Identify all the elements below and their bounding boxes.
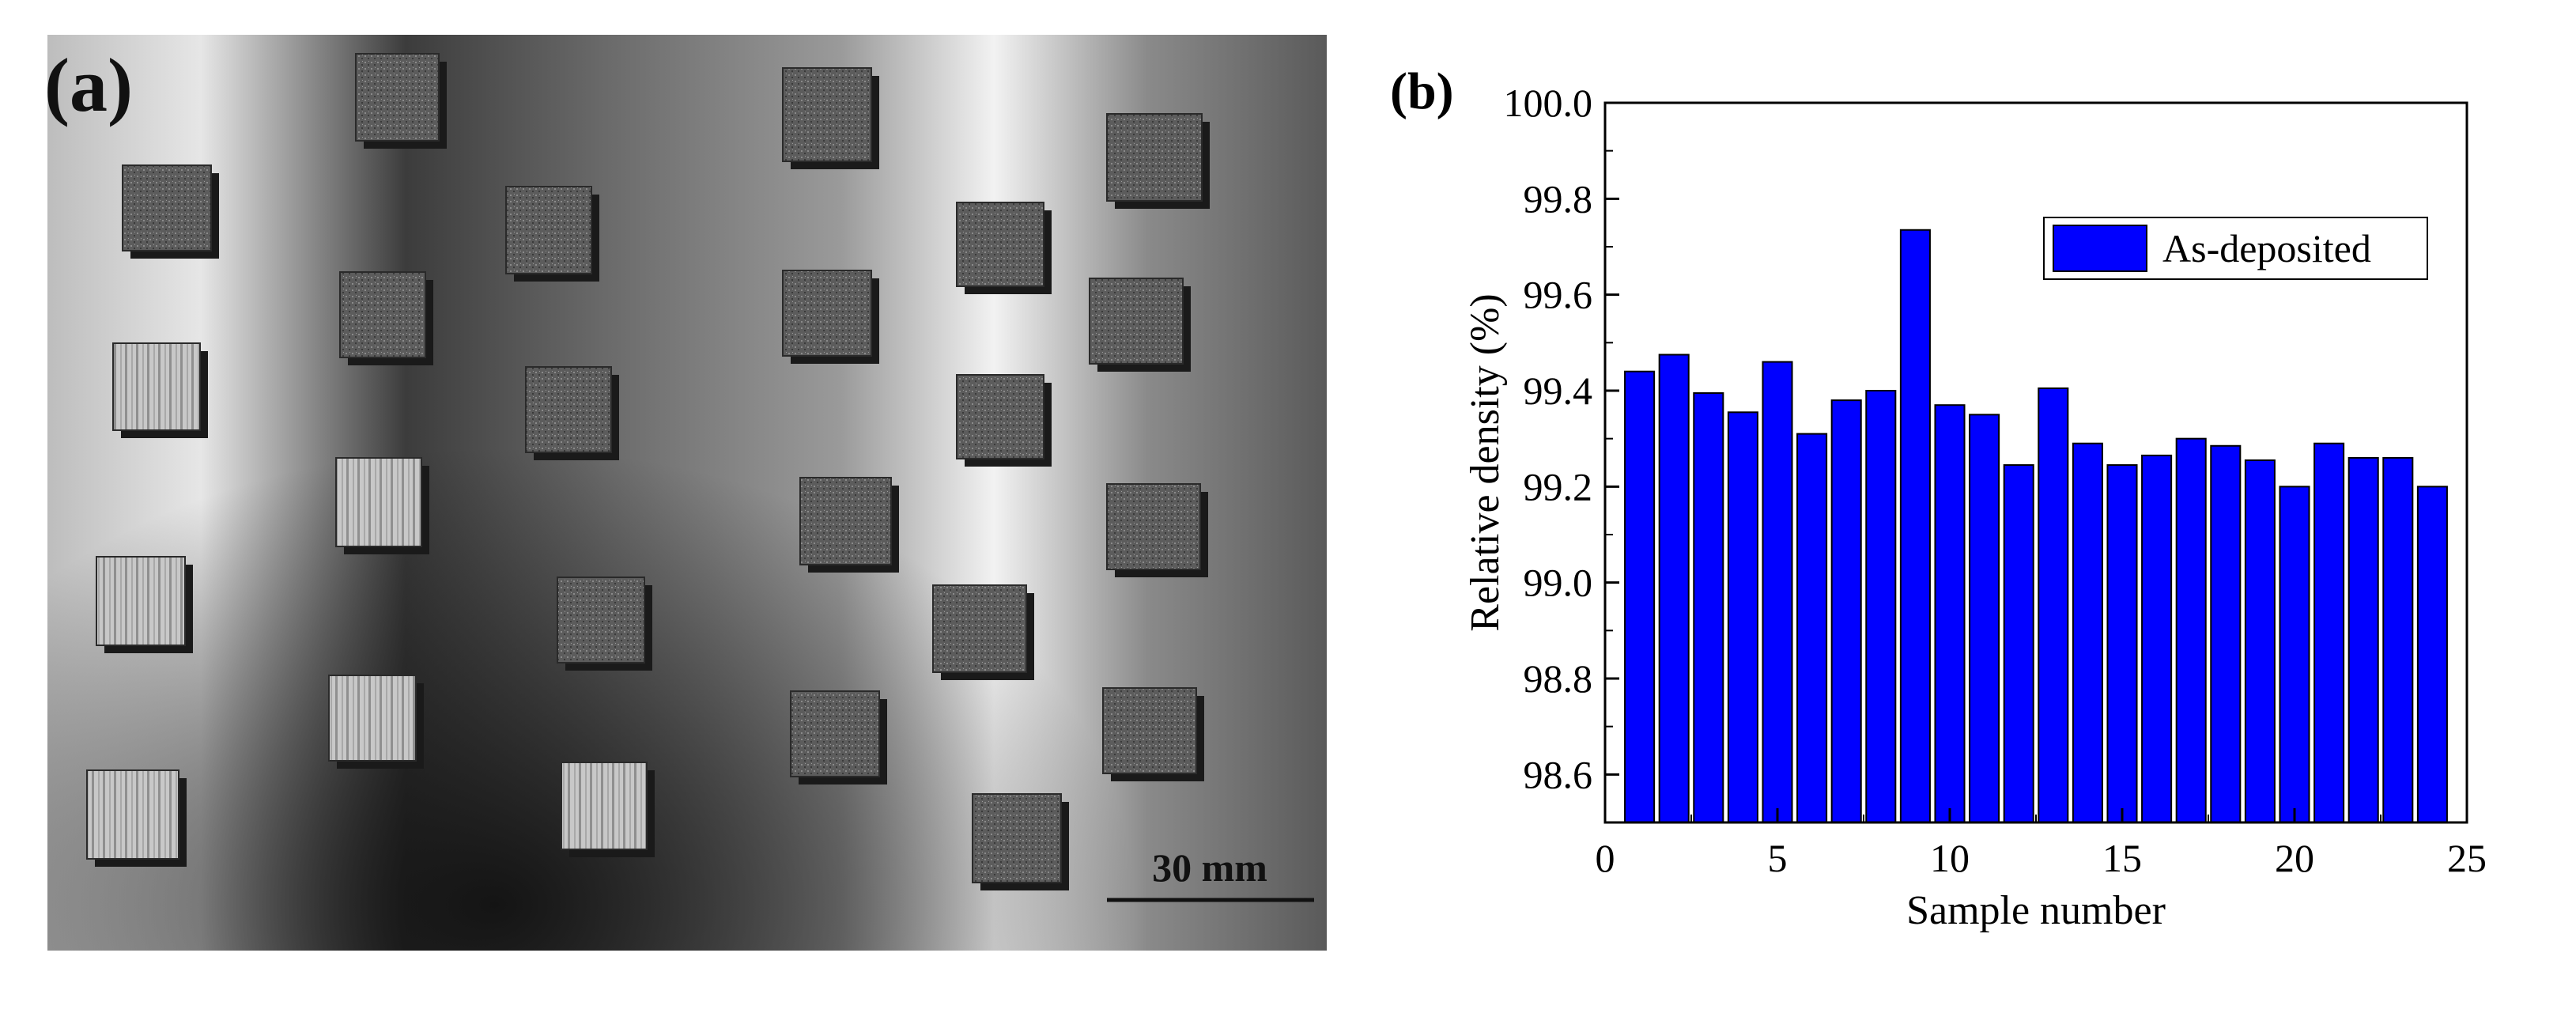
legend-label: As-deposited	[2162, 226, 2371, 270]
bar-sample-8	[1865, 390, 1897, 823]
bar-sample-2	[1658, 353, 1690, 823]
bar-sample-11	[1969, 414, 2000, 824]
sample-cube	[972, 793, 1062, 883]
y-axis-title: Relative density (%)	[1463, 293, 1508, 631]
panel-a-label: (a)	[44, 43, 133, 127]
x-tick-label: 5	[1768, 836, 1788, 880]
bar-sample-3	[1693, 392, 1724, 823]
sample-cube	[328, 675, 417, 762]
bar-sample-20	[2279, 486, 2310, 823]
bar-sample-15	[2106, 464, 2138, 823]
sample-cube	[956, 374, 1044, 459]
sample-cube	[790, 690, 880, 777]
bar-sample-7	[1830, 399, 1862, 823]
sample-cube	[1106, 113, 1203, 202]
sample-cube	[86, 769, 179, 860]
sample-cube	[122, 164, 212, 251]
x-axis-title: Sample number	[1906, 888, 2166, 933]
bar-sample-19	[2244, 459, 2276, 823]
bar-sample-5	[1762, 361, 1793, 824]
sample-cube	[505, 186, 592, 274]
y-tick-label: 98.6	[1524, 752, 1593, 796]
sample-cube	[561, 762, 648, 850]
sample-cube	[525, 366, 612, 453]
bar-sample-10	[1934, 404, 1966, 823]
y-tick-label: 99.6	[1524, 273, 1593, 317]
y-tick-label: 100.0	[1504, 81, 1593, 125]
y-tick-label: 98.8	[1524, 656, 1593, 701]
bars-group	[1624, 229, 2448, 824]
bar-sample-17	[2175, 437, 2207, 823]
sample-cube	[557, 577, 645, 664]
panel-b-label: (b)	[1390, 62, 1454, 120]
y-tick-label: 99.4	[1524, 369, 1593, 413]
x-tick-label: 25	[2447, 836, 2487, 880]
sample-cube	[799, 477, 892, 565]
sample-cube	[1089, 278, 1184, 365]
bar-sample-13	[2038, 387, 2069, 823]
y-tick-label: 99.2	[1524, 464, 1593, 508]
sample-cube	[355, 53, 440, 142]
legend: As-deposited	[2043, 217, 2428, 280]
bar-sample-6	[1796, 433, 1828, 823]
bar-sample-18	[2210, 444, 2242, 823]
sample-cube	[782, 270, 872, 357]
bar-sample-23	[2382, 456, 2414, 823]
sample-cube	[956, 202, 1044, 287]
x-tick-label: 15	[2102, 836, 2142, 880]
density-bar-chart: 0 5 10 15 20 25 98.6 98.8 99.0 99.2 99.4 99.6 99.8 10…	[1463, 81, 2487, 933]
ticks-group: 0 5 10 15 20 25 98.6 98.8 99.0 99.2 99.4 99.6 99.8 10…	[1504, 81, 2487, 880]
sample-cube	[96, 556, 186, 646]
bar-sample-1	[1624, 370, 1656, 823]
bar-sample-16	[2141, 454, 2173, 823]
bar-sample-9	[1899, 229, 1931, 823]
sample-cube	[782, 67, 872, 162]
bar-sample-4	[1727, 411, 1758, 823]
sample-cube	[932, 584, 1027, 673]
y-tick-label: 99.0	[1524, 561, 1593, 605]
sample-cube	[1102, 687, 1197, 774]
x-tick-label: 20	[2275, 836, 2314, 880]
sample-cube	[112, 342, 201, 431]
bar-sample-21	[2313, 442, 2345, 823]
bar-sample-14	[2072, 442, 2103, 823]
y-tick-label: 99.8	[1524, 176, 1593, 221]
scale-bar-label: 30 mm	[1152, 845, 1267, 890]
sample-cube	[1106, 483, 1201, 570]
build-plate-image: 30 mm	[47, 35, 1327, 951]
bar-sample-12	[2003, 464, 2034, 823]
sample-cube	[335, 457, 422, 547]
bar-sample-22	[2347, 456, 2379, 823]
bar-sample-24	[2416, 486, 2448, 823]
x-tick-label: 0	[1596, 836, 1615, 880]
sample-cube	[339, 271, 426, 358]
sample-photo: 30 mm	[47, 35, 1327, 951]
legend-swatch	[2053, 225, 2147, 272]
x-tick-label: 10	[1930, 836, 1970, 880]
